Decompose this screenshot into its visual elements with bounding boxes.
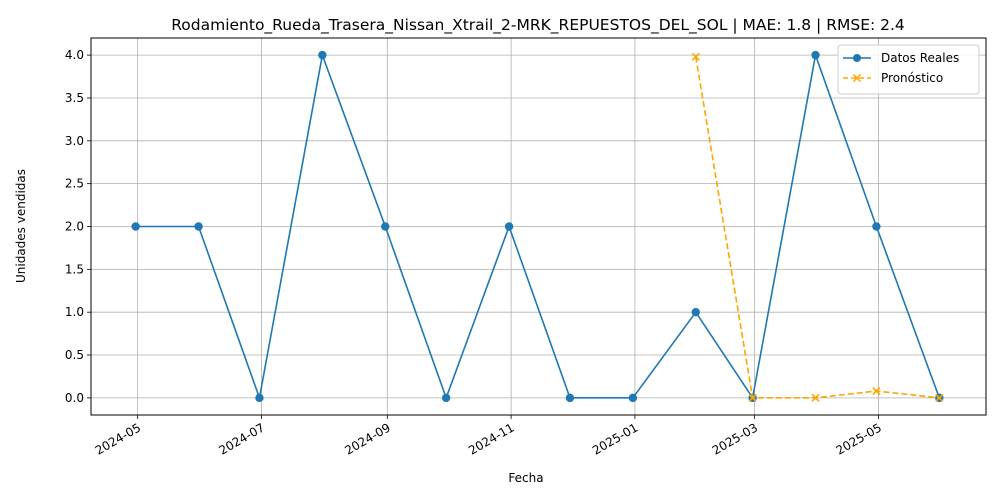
- legend-label-pronostico: Pronóstico: [881, 71, 943, 85]
- legend-marker-datos-reales: [853, 54, 861, 62]
- legend-box: [837, 44, 980, 95]
- data-point-pronostico: [872, 386, 881, 396]
- legend-label-datos-reales: Datos Reales: [881, 51, 959, 65]
- series-line-datos-reales: [135, 54, 941, 399]
- data-point-datos-reales: [504, 222, 514, 231]
- y-axis-label: Unidades vendidas: [14, 169, 28, 283]
- y-tick-label: 0.0: [65, 391, 84, 405]
- y-tick-label: 4.0: [65, 48, 84, 62]
- y-tick-label: 2.0: [65, 220, 84, 234]
- data-point-datos-reales: [131, 222, 140, 231]
- legend: Datos Reales Pronóstico: [837, 44, 980, 95]
- data-point-datos-reales: [441, 393, 451, 403]
- data-point-pronostico: [935, 393, 944, 402]
- data-point-datos-reales: [565, 393, 575, 403]
- y-tick-label: 2.5: [65, 177, 84, 191]
- data-point-pronostico: [811, 393, 820, 402]
- data-point-datos-reales: [811, 50, 820, 60]
- series-layer: [131, 50, 944, 403]
- data-point-pronostico: [691, 52, 700, 61]
- data-point-pronostico: [748, 393, 757, 402]
- y-tick-label: 1.5: [65, 262, 84, 276]
- x-axis-label: Fecha: [508, 471, 543, 485]
- data-point-datos-reales: [691, 307, 700, 317]
- data-point-datos-reales: [872, 222, 881, 231]
- data-point-datos-reales: [255, 393, 264, 403]
- data-point-datos-reales: [318, 50, 327, 60]
- y-tick-label: 3.5: [65, 91, 84, 105]
- data-point-datos-reales: [381, 222, 390, 231]
- chart-title: Rodamiento_Rueda_Trasera_Nissan_Xtrail_2…: [171, 16, 905, 35]
- y-tick-label: 1.0: [65, 305, 84, 319]
- legend-marker-pronostico: [852, 73, 862, 83]
- y-axis: 0.0 0.5 1.0 1.5 2.0 2.5 3.0 3.5 4.0: [65, 48, 91, 405]
- y-tick-label: 0.5: [65, 348, 84, 362]
- data-point-datos-reales: [194, 222, 203, 231]
- y-tick-label: 3.0: [65, 134, 84, 148]
- data-point-datos-reales: [628, 393, 638, 403]
